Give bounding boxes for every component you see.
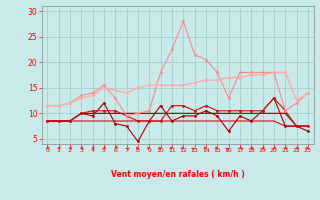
X-axis label: Vent moyen/en rafales ( km/h ): Vent moyen/en rafales ( km/h ) (111, 170, 244, 179)
